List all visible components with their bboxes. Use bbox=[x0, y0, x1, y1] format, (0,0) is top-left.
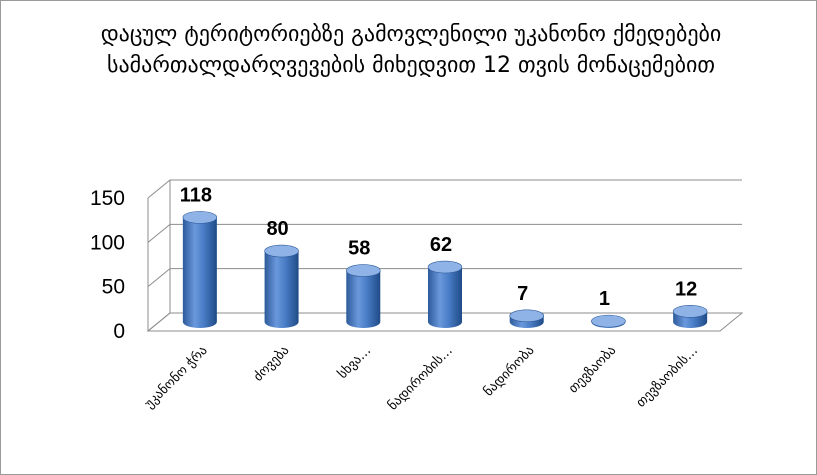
x-tick-label: უკანონო ჭრა bbox=[142, 343, 211, 412]
x-tick-label: ნადირობა bbox=[481, 343, 537, 399]
bar-cap-4 bbox=[509, 309, 545, 323]
gridline-side bbox=[147, 179, 171, 199]
data-label: 62 bbox=[430, 234, 452, 256]
x-tick-label: სხვა… bbox=[335, 343, 374, 382]
bar-2 bbox=[346, 270, 381, 328]
x-tick-label: ძოვება bbox=[251, 343, 292, 384]
bar-0 bbox=[182, 217, 217, 328]
gridline-side bbox=[147, 223, 171, 243]
data-label: 1 bbox=[599, 288, 610, 310]
bar-3 bbox=[428, 267, 462, 328]
chart-floor bbox=[146, 312, 744, 332]
y-tick-label: 0 bbox=[113, 320, 125, 343]
bar-cap-2 bbox=[345, 264, 381, 277]
bar-cap-5 bbox=[591, 314, 626, 328]
data-label: 7 bbox=[517, 283, 528, 305]
chart-title: დაცულ ტერიტორიებზე გამოვლენილი უკანონო ქ… bbox=[100, 22, 722, 78]
x-tick-label: თევზაობის… bbox=[634, 343, 701, 410]
bar-cap-6 bbox=[672, 305, 708, 318]
data-label: 118 bbox=[180, 184, 212, 206]
gridline-side bbox=[147, 268, 171, 288]
data-label: 80 bbox=[266, 218, 288, 240]
data-label: 58 bbox=[348, 238, 370, 260]
y-tick-label: 150 bbox=[90, 187, 125, 210]
y-tick-label: 50 bbox=[102, 276, 125, 299]
bar-cap-1 bbox=[264, 244, 299, 258]
bar-1 bbox=[264, 251, 299, 328]
x-tick-label: ნადირობის… bbox=[385, 343, 455, 413]
x-tick-label: თევზაობა bbox=[566, 343, 619, 396]
bar-cap-0 bbox=[182, 211, 218, 224]
bar-cap-3 bbox=[427, 260, 463, 274]
data-label: 12 bbox=[675, 278, 697, 300]
y-tick-label: 100 bbox=[90, 231, 125, 254]
